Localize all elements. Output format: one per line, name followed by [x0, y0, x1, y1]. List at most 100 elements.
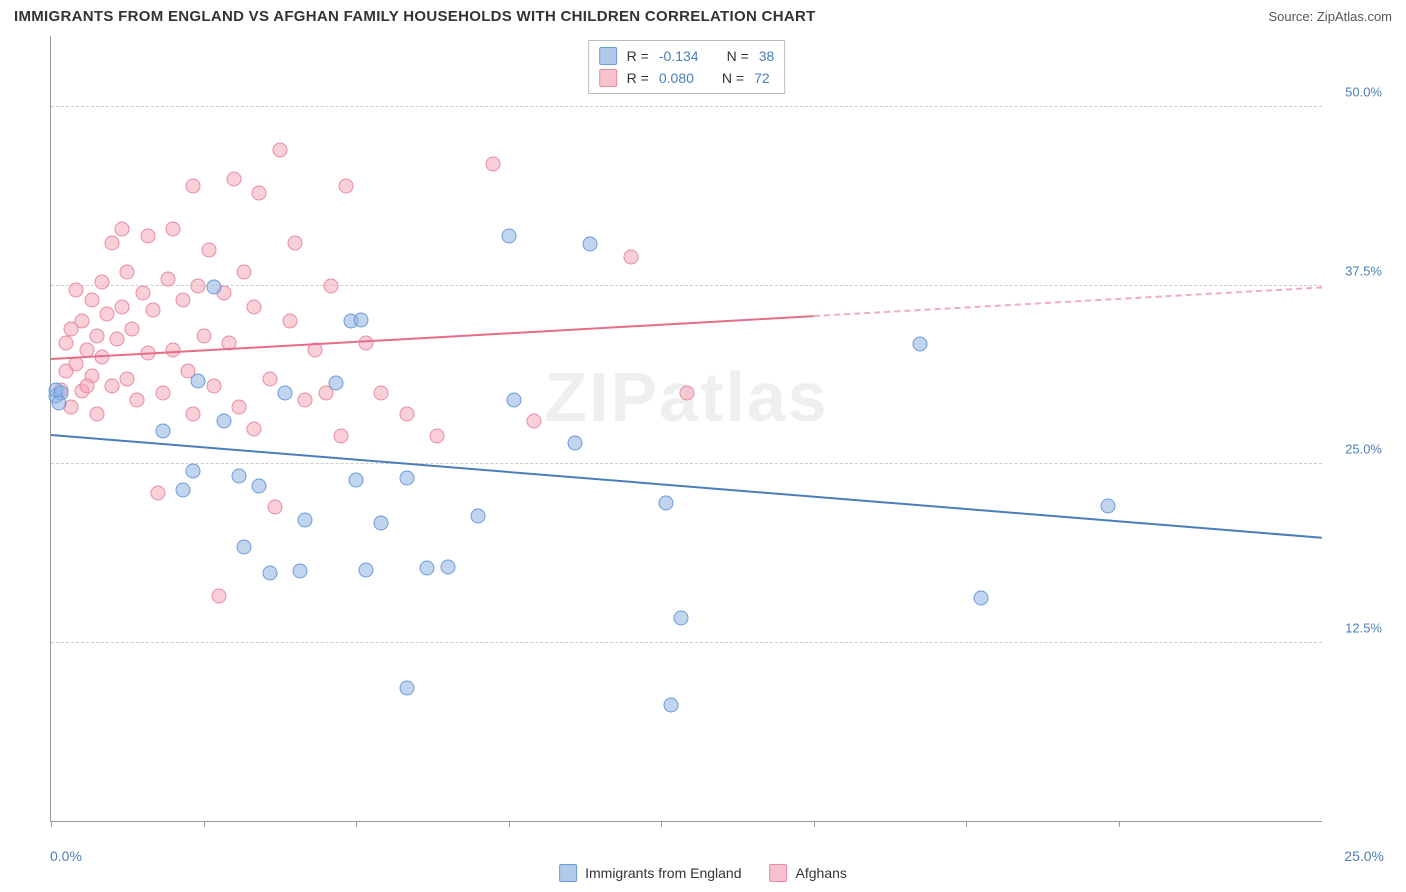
data-point	[374, 385, 389, 400]
legend-correlation: R = -0.134 N = 38 R = 0.080 N = 72	[588, 40, 786, 94]
data-point	[252, 478, 267, 493]
trend-line	[814, 287, 1322, 318]
data-point	[262, 371, 277, 386]
data-point	[623, 250, 638, 265]
legend-n-label: N =	[727, 48, 749, 64]
data-point	[186, 464, 201, 479]
data-point	[115, 221, 130, 236]
data-point	[974, 591, 989, 606]
data-point	[526, 414, 541, 429]
data-point	[659, 495, 674, 510]
data-point	[89, 328, 104, 343]
data-point	[115, 300, 130, 315]
data-point	[399, 471, 414, 486]
data-point	[237, 539, 252, 554]
data-point	[125, 321, 140, 336]
legend-r-label: R =	[627, 48, 649, 64]
chart-container: Family Households with Children ZIPatlas…	[14, 36, 1392, 842]
data-point	[196, 328, 211, 343]
legend-row: R = 0.080 N = 72	[599, 67, 775, 89]
data-point	[262, 565, 277, 580]
data-point	[333, 428, 348, 443]
data-point	[354, 313, 369, 328]
legend-n-value: 72	[754, 70, 770, 86]
data-point	[501, 228, 516, 243]
data-point	[323, 278, 338, 293]
gridline	[51, 106, 1322, 107]
data-point	[359, 335, 374, 350]
data-point	[567, 435, 582, 450]
data-point	[664, 698, 679, 713]
data-point	[272, 143, 287, 158]
data-point	[399, 407, 414, 422]
y-tick-label: 37.5%	[1345, 263, 1382, 278]
data-point	[247, 421, 262, 436]
x-tick	[51, 821, 52, 827]
data-point	[84, 293, 99, 308]
data-point	[430, 428, 445, 443]
data-point	[110, 331, 125, 346]
data-point	[420, 561, 435, 576]
x-tick	[814, 821, 815, 827]
data-point	[191, 374, 206, 389]
x-tick	[1119, 821, 1120, 827]
data-point	[51, 395, 66, 410]
data-point	[140, 228, 155, 243]
legend-swatch	[770, 864, 788, 882]
data-point	[69, 357, 84, 372]
data-point	[674, 611, 689, 626]
legend-n-value: 38	[759, 48, 775, 64]
gridline	[51, 285, 1322, 286]
data-point	[94, 274, 109, 289]
legend-r-label: R =	[627, 70, 649, 86]
y-tick-label: 50.0%	[1345, 85, 1382, 100]
legend-r-value: -0.134	[659, 48, 699, 64]
data-point	[145, 303, 160, 318]
data-point	[506, 392, 521, 407]
legend-item: Immigrants from England	[559, 864, 741, 882]
legend-r-value: 0.080	[659, 70, 694, 86]
data-point	[486, 157, 501, 172]
gridline	[51, 642, 1322, 643]
x-axis-max-label: 25.0%	[1344, 848, 1384, 864]
data-point	[155, 385, 170, 400]
data-point	[1101, 498, 1116, 513]
data-point	[293, 564, 308, 579]
x-tick	[356, 821, 357, 827]
data-point	[201, 243, 216, 258]
data-point	[160, 271, 175, 286]
data-point	[247, 300, 262, 315]
data-point	[288, 235, 303, 250]
legend-swatch	[599, 69, 617, 87]
data-point	[232, 468, 247, 483]
data-point	[282, 314, 297, 329]
legend-item: Afghans	[770, 864, 847, 882]
plot-area: ZIPatlas R = -0.134N = 38R = 0.080N = 72…	[50, 36, 1322, 822]
x-tick	[661, 821, 662, 827]
y-tick-label: 25.0%	[1345, 442, 1382, 457]
data-point	[135, 285, 150, 300]
x-axis-min-label: 0.0%	[50, 848, 82, 864]
data-point	[267, 500, 282, 515]
y-tick-label: 12.5%	[1345, 620, 1382, 635]
data-point	[328, 375, 343, 390]
data-point	[150, 485, 165, 500]
data-point	[191, 278, 206, 293]
data-point	[252, 186, 267, 201]
trend-line	[51, 434, 1322, 539]
data-point	[237, 264, 252, 279]
data-point	[440, 559, 455, 574]
data-point	[206, 378, 221, 393]
x-tick	[966, 821, 967, 827]
legend-label: Afghans	[796, 865, 847, 881]
data-point	[277, 385, 292, 400]
legend-series: Immigrants from England Afghans	[559, 864, 847, 882]
data-point	[120, 264, 135, 279]
trend-line	[51, 315, 814, 360]
data-point	[227, 171, 242, 186]
data-point	[582, 237, 597, 252]
data-point	[186, 407, 201, 422]
data-point	[679, 385, 694, 400]
data-point	[216, 414, 231, 429]
legend-n-label: N =	[722, 70, 744, 86]
